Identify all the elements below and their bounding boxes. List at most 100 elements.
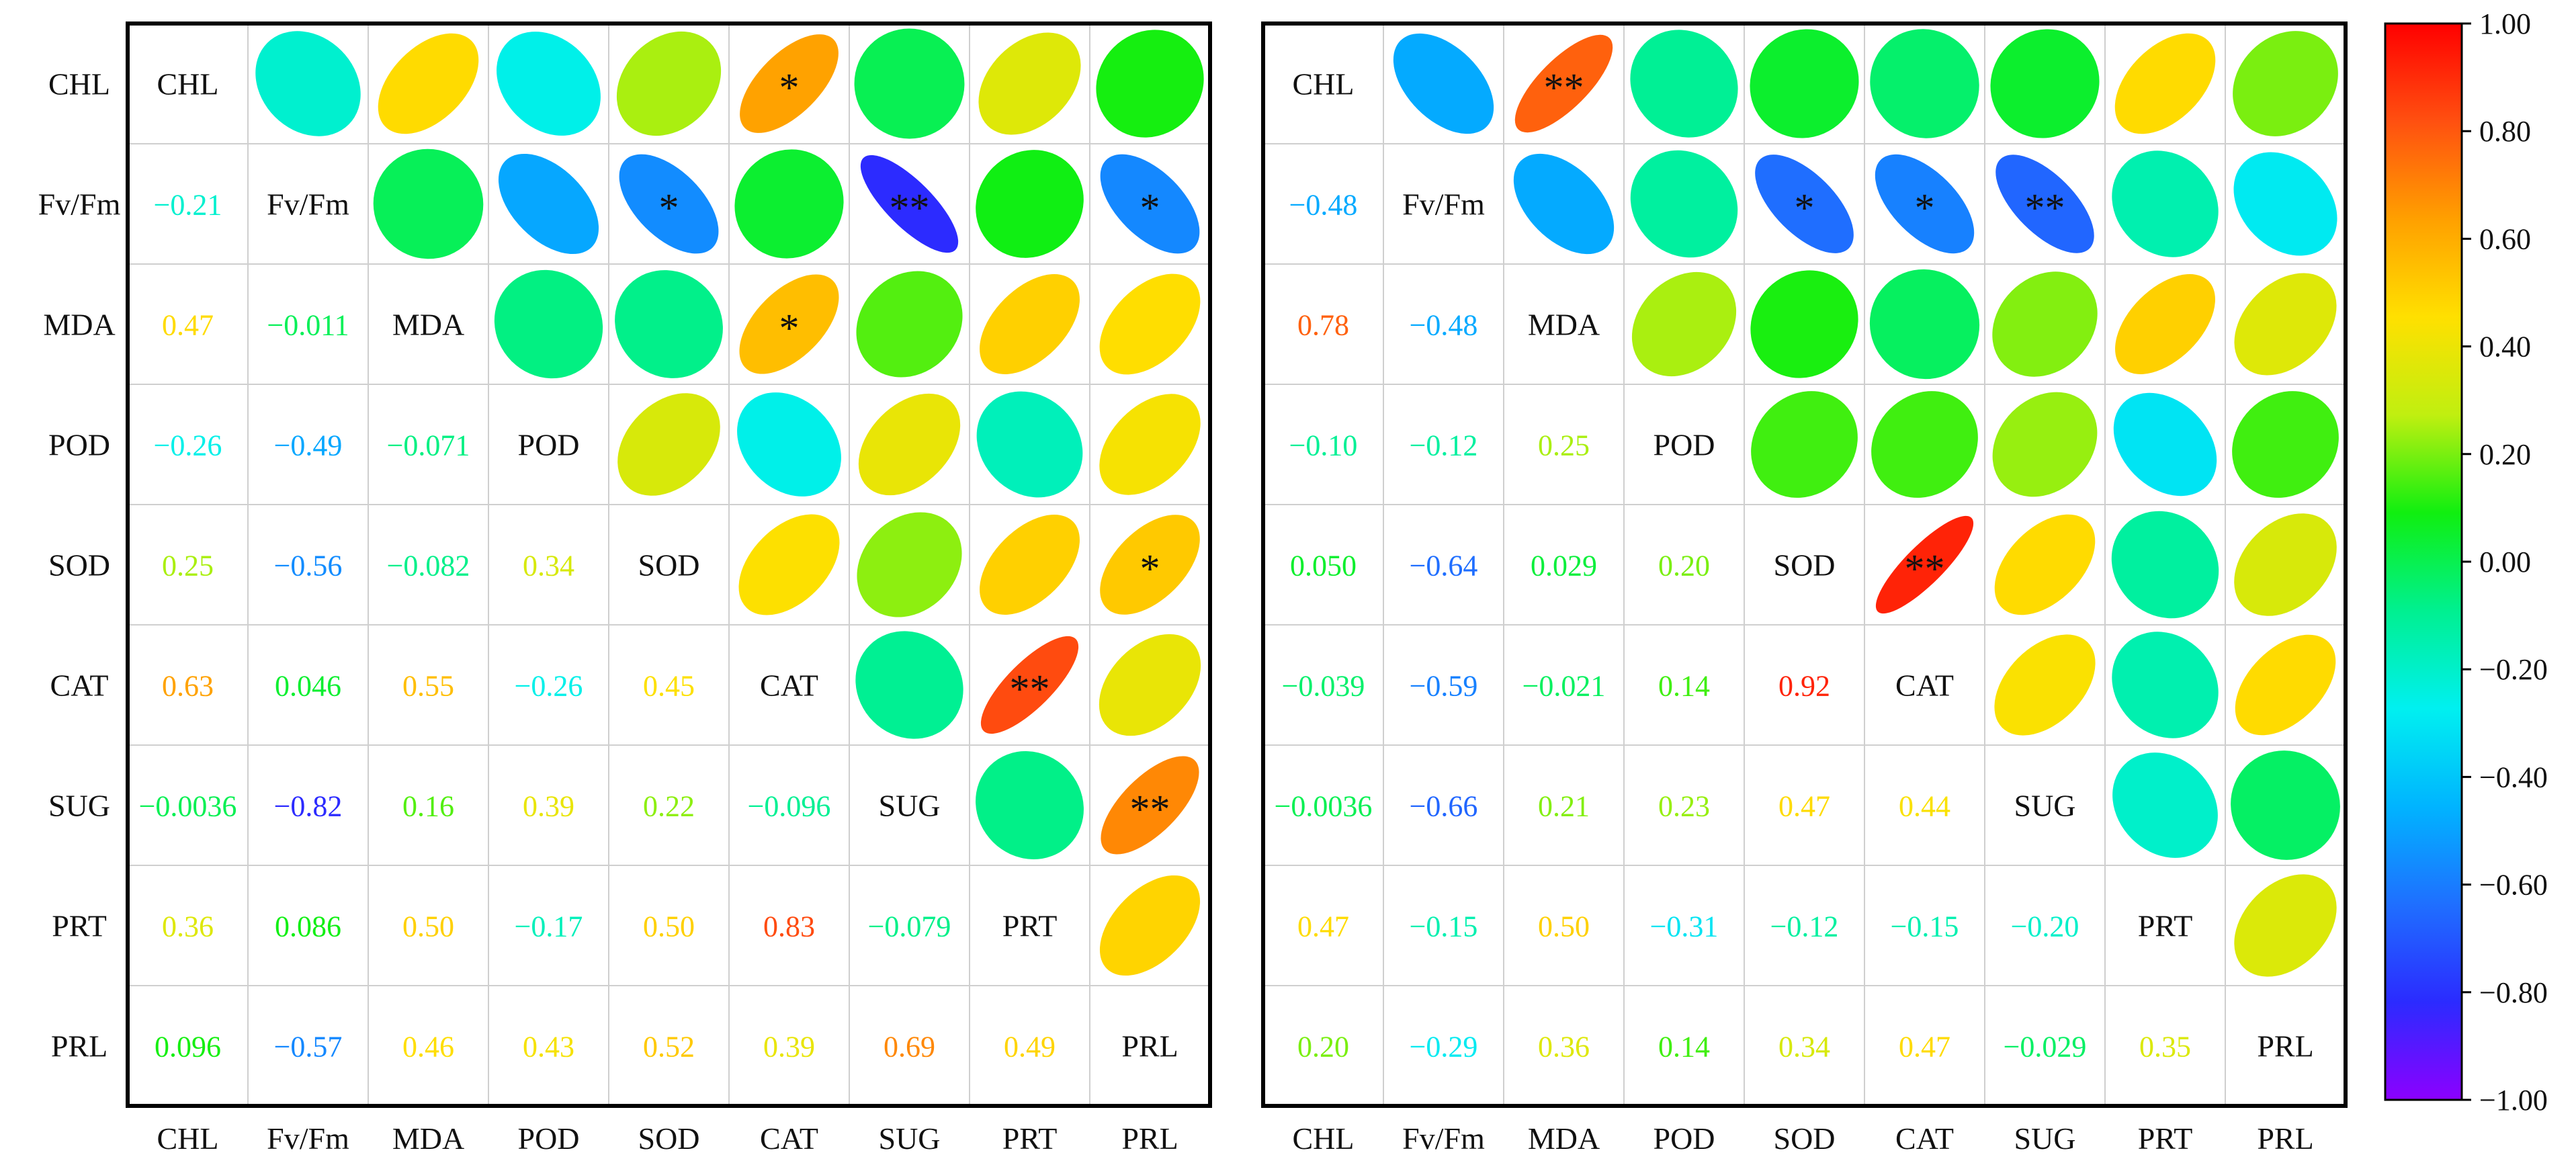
coefficient-label: −0.26 — [154, 429, 222, 462]
significance-mark: * — [1915, 186, 1935, 230]
panel-right: CHL **−0.48 Fv/Fm * * **0.78 −0.48 MDA−0.10 −0.1… — [1261, 21, 2348, 1156]
coefficient-label: 0.029 — [1531, 550, 1597, 583]
coefficient-label: −0.011 — [267, 309, 349, 342]
correlation-ellipse — [373, 148, 484, 259]
coefficient-label: 0.46 — [402, 1031, 454, 1064]
correlation-ellipse — [976, 391, 1083, 498]
coefficient-label: 0.21 — [1538, 790, 1590, 823]
correlation-ellipse — [976, 751, 1084, 859]
coefficient-label: 0.39 — [523, 790, 574, 823]
diagonal-label: Fv/Fm — [267, 187, 349, 222]
x-tick-label: CHL — [157, 1121, 219, 1156]
correlation-ellipse — [1869, 269, 1980, 380]
panel-border — [126, 21, 1212, 1108]
colorbar-tick-label: −0.80 — [2479, 976, 2548, 1009]
correlation-ellipse — [494, 269, 603, 379]
coefficient-label: 0.69 — [884, 1031, 935, 1064]
correlation-ellipse — [2112, 150, 2219, 257]
significance-mark: * — [659, 186, 679, 230]
y-tick-label: PRL — [51, 1029, 108, 1064]
coefficient-label: −0.31 — [1650, 910, 1719, 943]
x-tick-label: PRL — [1121, 1121, 1178, 1156]
colorbar-tick-label: 0.80 — [2479, 115, 2531, 148]
x-tick-label: PRT — [2138, 1121, 2193, 1156]
correlation-ellipse — [1755, 155, 1854, 253]
x-tick-label: SUG — [878, 1121, 940, 1156]
correlation-ellipse — [734, 149, 844, 259]
coefficient-label: −0.17 — [515, 910, 583, 943]
coefficient-label: −0.096 — [748, 790, 831, 823]
panel-left: CHL *−0.21 Fv/Fm * ** *0.47 −0.011 MDA *−0.26 −0.… — [38, 21, 1212, 1156]
correlation-ellipse — [1992, 392, 2098, 497]
coefficient-label: 0.47 — [1297, 910, 1349, 943]
correlation-ellipse — [1514, 34, 1613, 133]
coefficient-label: 0.23 — [1658, 790, 1710, 823]
x-tick-label: PRL — [2257, 1121, 2313, 1156]
correlation-ellipse — [1750, 270, 1858, 378]
coefficient-label: 0.36 — [162, 910, 214, 943]
coefficient-label: −0.20 — [2011, 910, 2079, 943]
correlation-ellipse — [740, 34, 839, 133]
correlation-ellipse — [1751, 391, 1858, 498]
correlation-ellipse — [615, 270, 723, 378]
correlation-ellipse — [1099, 634, 1201, 736]
coefficient-label: 0.36 — [1538, 1031, 1590, 1064]
correlation-ellipse — [739, 274, 839, 374]
correlation-ellipse — [978, 32, 1081, 135]
correlation-ellipse — [1101, 756, 1199, 855]
correlation-ellipse — [498, 153, 599, 255]
correlation-ellipse — [2112, 632, 2219, 738]
colorbar: 1.00 0.80 0.60 0.40 0.20 0.00 −0.20 −0.40 −0.60 −… — [2384, 7, 2548, 1117]
correlation-ellipse — [1870, 29, 1979, 138]
coefficient-label: 0.14 — [1658, 1031, 1710, 1064]
correlation-ellipse — [1630, 150, 1738, 258]
coefficient-label: 0.050 — [1290, 550, 1357, 583]
correlation-ellipse — [1393, 33, 1494, 134]
coefficient-label: 0.34 — [523, 550, 574, 583]
x-tick-label: CAT — [760, 1121, 818, 1156]
diagonal-label: POD — [1653, 428, 1715, 462]
coefficient-label: −0.0036 — [1275, 790, 1373, 823]
correlation-ellipse — [1875, 515, 1974, 614]
coefficient-label: −0.56 — [274, 550, 343, 583]
significance-mark: ** — [1130, 787, 1170, 832]
y-tick-label: SOD — [48, 548, 110, 583]
coefficient-label: 0.92 — [1778, 670, 1830, 703]
coefficient-label: −0.82 — [274, 790, 343, 823]
coefficient-label: 0.20 — [1297, 1031, 1349, 1064]
x-tick-label: POD — [517, 1121, 579, 1156]
significance-mark: ** — [1905, 547, 1945, 591]
colorbar-tick-label: −0.40 — [2479, 761, 2548, 793]
x-tick-label: PRT — [1002, 1121, 1058, 1156]
coefficient-label: 0.43 — [523, 1031, 574, 1064]
x-tick-label: CHL — [1293, 1121, 1355, 1156]
diagonal-label: PRT — [1002, 909, 1058, 943]
diagonal-label: MDA — [1528, 308, 1600, 342]
coefficient-label: −0.029 — [2004, 1031, 2087, 1064]
diagonal-label: PRL — [2257, 1029, 2313, 1064]
significance-mark: ** — [1010, 667, 1050, 712]
correlation-ellipse — [1099, 273, 1201, 375]
correlation-ellipse — [2235, 634, 2336, 736]
coefficient-label: 0.086 — [275, 910, 341, 943]
diagonal-label: SUG — [878, 789, 940, 823]
coefficient-label: 0.14 — [1658, 670, 1710, 703]
x-tick-label: SOD — [1773, 1121, 1835, 1156]
coefficient-label: 0.47 — [1778, 790, 1830, 823]
coefficient-label: −0.21 — [154, 189, 222, 222]
correlation-ellipse — [2112, 752, 2218, 858]
colorbar-gradient — [2384, 22, 2463, 1101]
coefficient-label: −0.10 — [1289, 429, 1358, 462]
colorbar-tick-label: 0.20 — [2479, 438, 2531, 471]
diagonal-label: MDA — [392, 308, 464, 342]
correlation-ellipse — [1995, 155, 2094, 253]
diagonal-label: SOD — [638, 548, 699, 583]
coefficient-label: −0.082 — [387, 550, 470, 583]
correlation-ellipse — [2113, 392, 2217, 497]
correlation-ellipse — [2231, 750, 2340, 860]
significance-mark: * — [779, 306, 800, 351]
coefficient-label: −0.48 — [1289, 189, 1358, 222]
coefficient-label: 0.35 — [2139, 1031, 2191, 1064]
correlation-ellipse — [617, 393, 720, 496]
